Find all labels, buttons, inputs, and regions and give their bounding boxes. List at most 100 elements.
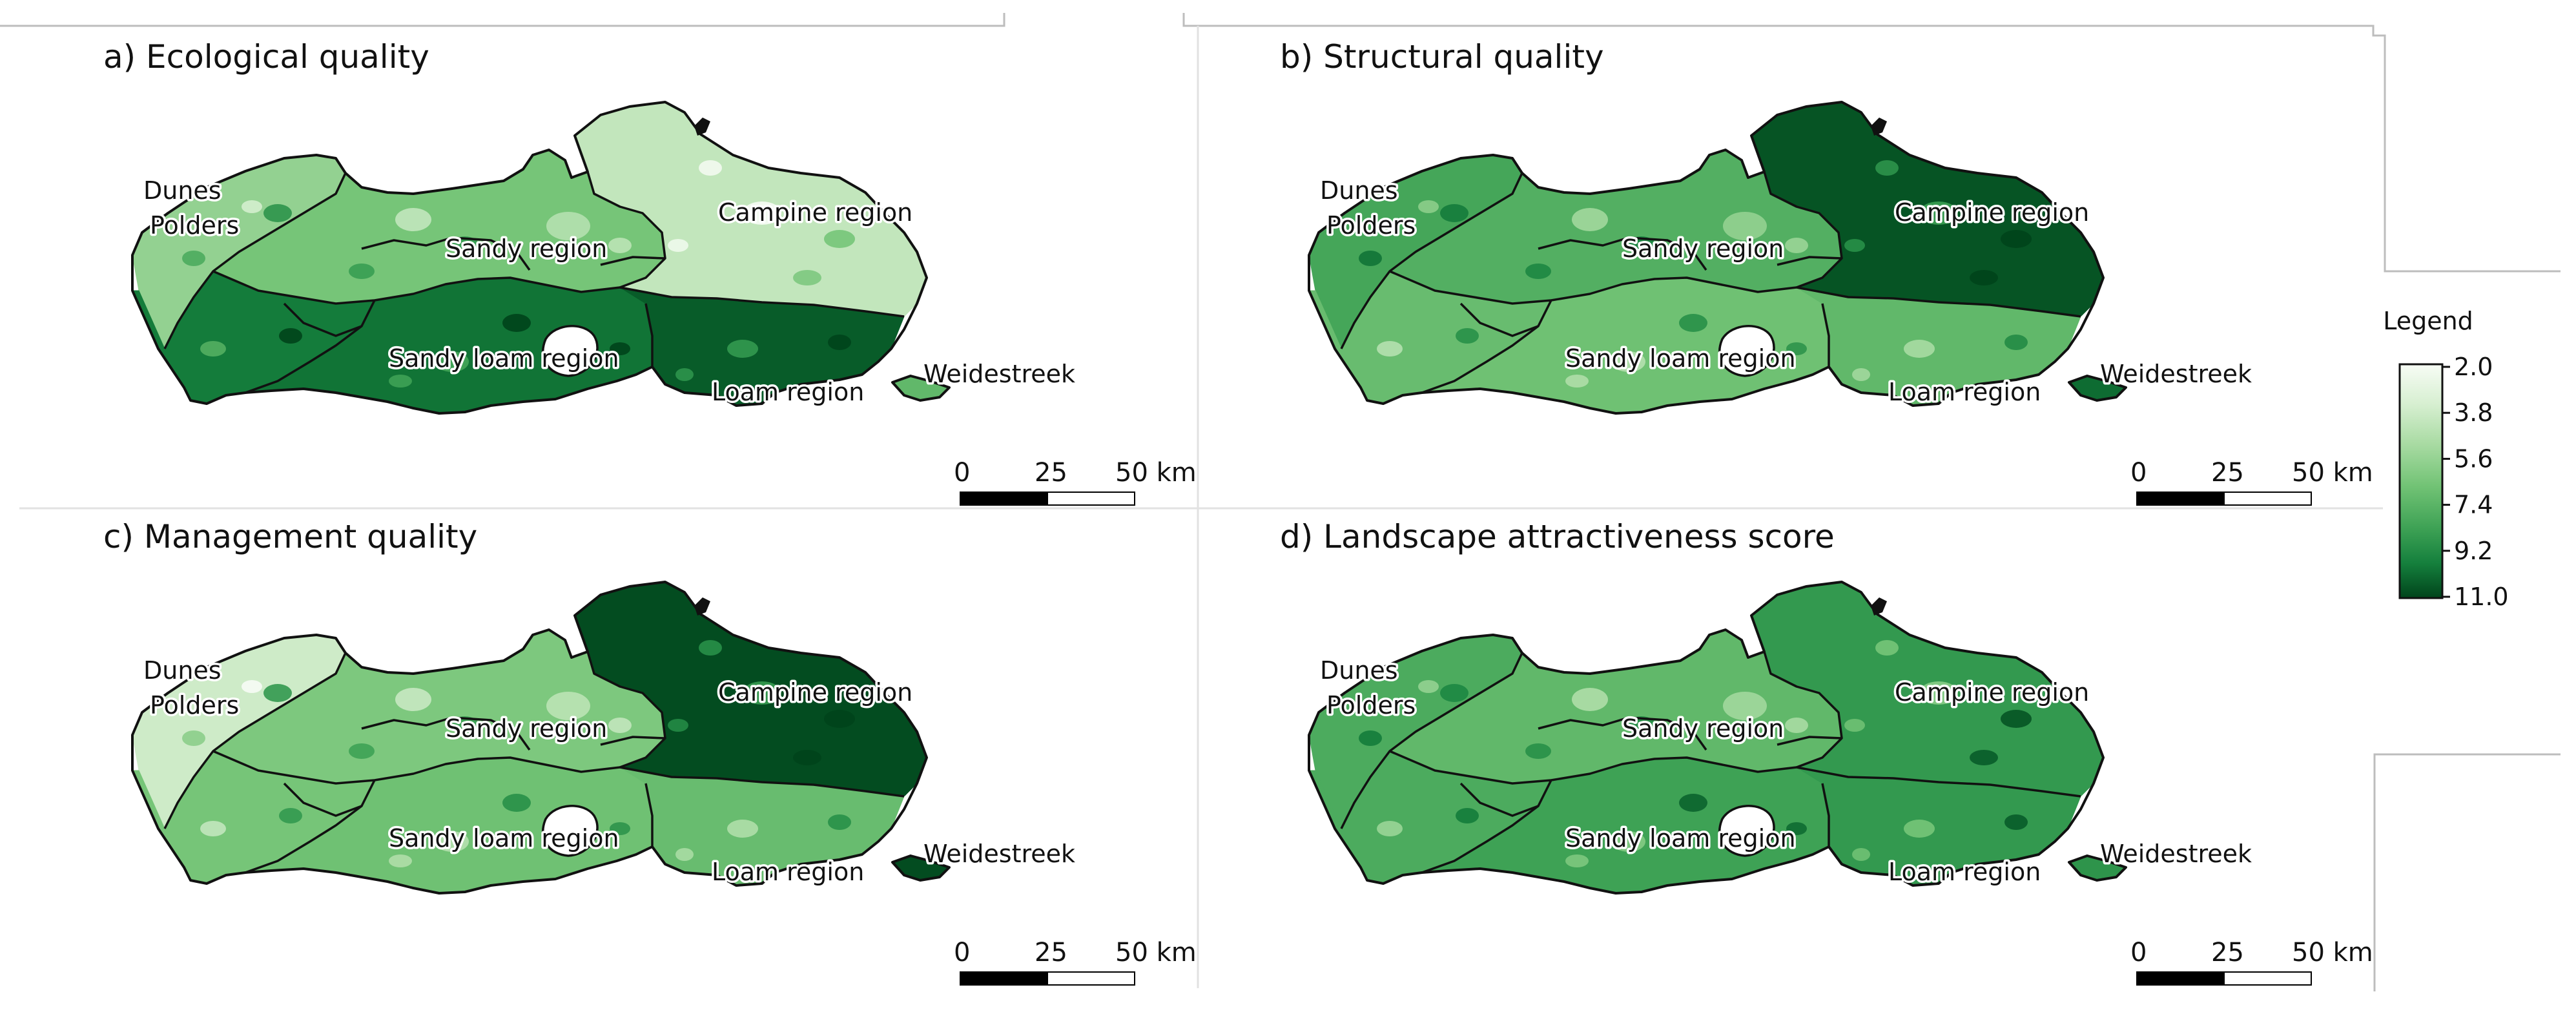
legend-tick-label: 5.6	[2454, 444, 2493, 473]
map-panel-c: c) Management quality Dunes Polders Sandy r…	[103, 518, 1197, 986]
subregion-patch	[451, 236, 479, 254]
region-border	[1340, 172, 1523, 349]
subregion-patch	[1627, 236, 1656, 254]
region-label-sandy-loam: Sandy loam region	[389, 824, 619, 853]
legend-ticks: 2.0 3.8 5.6 7.4 9.2 11.0	[2442, 353, 2509, 611]
subregion-patch	[182, 251, 205, 266]
subregion-patch	[828, 335, 851, 350]
subregion-patch	[828, 814, 851, 830]
region-label-sandy-loam: Sandy loam region	[1565, 824, 1796, 853]
subregion-patch	[1904, 820, 1935, 838]
region-label-sandy-loam: Sandy loam region	[1565, 344, 1796, 373]
region-label-loam: Loam region	[1888, 378, 2041, 406]
subregion-patch	[1852, 368, 1870, 381]
region-label-campine: Campine region	[1895, 198, 2089, 227]
subregion-patch	[743, 681, 781, 705]
scale-bar: 0 25 50 km	[2130, 458, 2373, 506]
region-border	[245, 300, 376, 394]
subregion-patch	[1572, 688, 1608, 711]
subregion-patch	[1786, 822, 1807, 835]
subregion-patch	[1525, 264, 1551, 279]
region-border	[1340, 652, 1523, 829]
subregion-patch	[546, 692, 590, 720]
region-border	[1763, 171, 1843, 289]
subregion-patch	[1525, 743, 1551, 759]
region-border	[1777, 256, 1842, 266]
map-panels: a) Ecological quality Dunes Polders Sandy r…	[103, 38, 2373, 986]
subregion-patch	[793, 750, 821, 765]
frame-d	[2373, 753, 2561, 991]
region-label-sandy: Sandy region	[446, 714, 607, 743]
region-border	[1821, 303, 1830, 367]
subregion-patch	[395, 208, 431, 231]
weidestreek-outline	[2068, 375, 2127, 402]
subregion-patch	[675, 368, 694, 381]
legend-tick-label: 2.0	[2454, 353, 2493, 381]
panel-title: d) Landscape attractiveness score	[1280, 518, 1835, 555]
frame-a	[0, 13, 1005, 27]
subregion-patch	[1440, 684, 1468, 702]
subregion-patch	[1418, 200, 1439, 213]
region-label-sandy: Sandy region	[1622, 714, 1784, 743]
region-label-loam: Loam region	[712, 858, 864, 886]
region-border	[212, 750, 905, 798]
region-border	[1763, 651, 1843, 769]
subregion-patch	[242, 200, 262, 213]
subregion-patch	[668, 239, 688, 252]
region-border	[283, 302, 362, 337]
scale-bar-white	[2223, 491, 2312, 506]
enclave-marker	[694, 597, 710, 616]
subregion-patch	[1844, 719, 1865, 732]
region-border	[1538, 716, 1707, 751]
subregion-patch	[1904, 340, 1935, 358]
region-border	[600, 736, 666, 746]
scale-bar-white	[1047, 971, 1135, 986]
subregion-patch	[1418, 680, 1439, 693]
subregion-patch	[1786, 342, 1807, 355]
scale-bar: 0 25 50 km	[2130, 938, 2373, 986]
region-border	[586, 171, 666, 289]
scale-bar-label: 25	[2211, 458, 2244, 488]
map-panel-d: d) Landscape attractiveness score Dunes Po…	[1280, 518, 2373, 986]
scale-bar-label: 0	[954, 458, 970, 488]
subregion-patch	[389, 375, 412, 388]
weidestreek-outline	[2068, 854, 2127, 882]
subregion-patch	[1612, 351, 1645, 372]
region-border	[1821, 783, 1830, 847]
scale-bar-label: 50 km	[2292, 938, 2373, 967]
scale-bar-label: 25	[1035, 938, 1067, 967]
subregion-patch	[610, 342, 630, 355]
scale-bar-black	[960, 491, 1048, 506]
subregion-patch	[1970, 750, 1998, 765]
region-border	[1538, 236, 1707, 271]
flanders-outline	[1308, 581, 2105, 895]
subregion-patch	[2004, 335, 2028, 350]
region-border	[1777, 736, 1842, 746]
region-label-polders: Polders	[150, 691, 239, 719]
region-label-loam: Loam region	[1888, 858, 2041, 886]
subregion-patch	[699, 160, 722, 176]
region-label-polders: Polders	[150, 211, 239, 240]
subregion-patch	[675, 848, 694, 861]
subregion-patch	[1456, 328, 1479, 344]
subregion-patch	[699, 640, 722, 656]
region-border	[1389, 750, 2081, 798]
region-map	[131, 101, 951, 415]
region-map	[1308, 581, 2127, 895]
scale-bar-black	[2136, 971, 2225, 986]
panel-title: a) Ecological quality	[103, 38, 429, 76]
frame-b	[1182, 13, 2561, 273]
subregion-patch	[279, 328, 302, 344]
subregion-patch	[1679, 314, 1707, 332]
scale-bar-label: 0	[2130, 458, 2147, 488]
subregion-patch	[502, 314, 531, 332]
subregion-patch	[1875, 640, 1899, 656]
region-label-dunes: Dunes	[1320, 656, 1398, 685]
region-label-campine: Campine region	[1895, 678, 2089, 707]
panel-frames	[0, 13, 2561, 991]
subregion-patch	[1723, 692, 1767, 720]
region-label-campine: Campine region	[718, 198, 912, 227]
region-label-weidestreek: Weidestreek	[2100, 360, 2252, 388]
region-border	[1421, 780, 1552, 874]
